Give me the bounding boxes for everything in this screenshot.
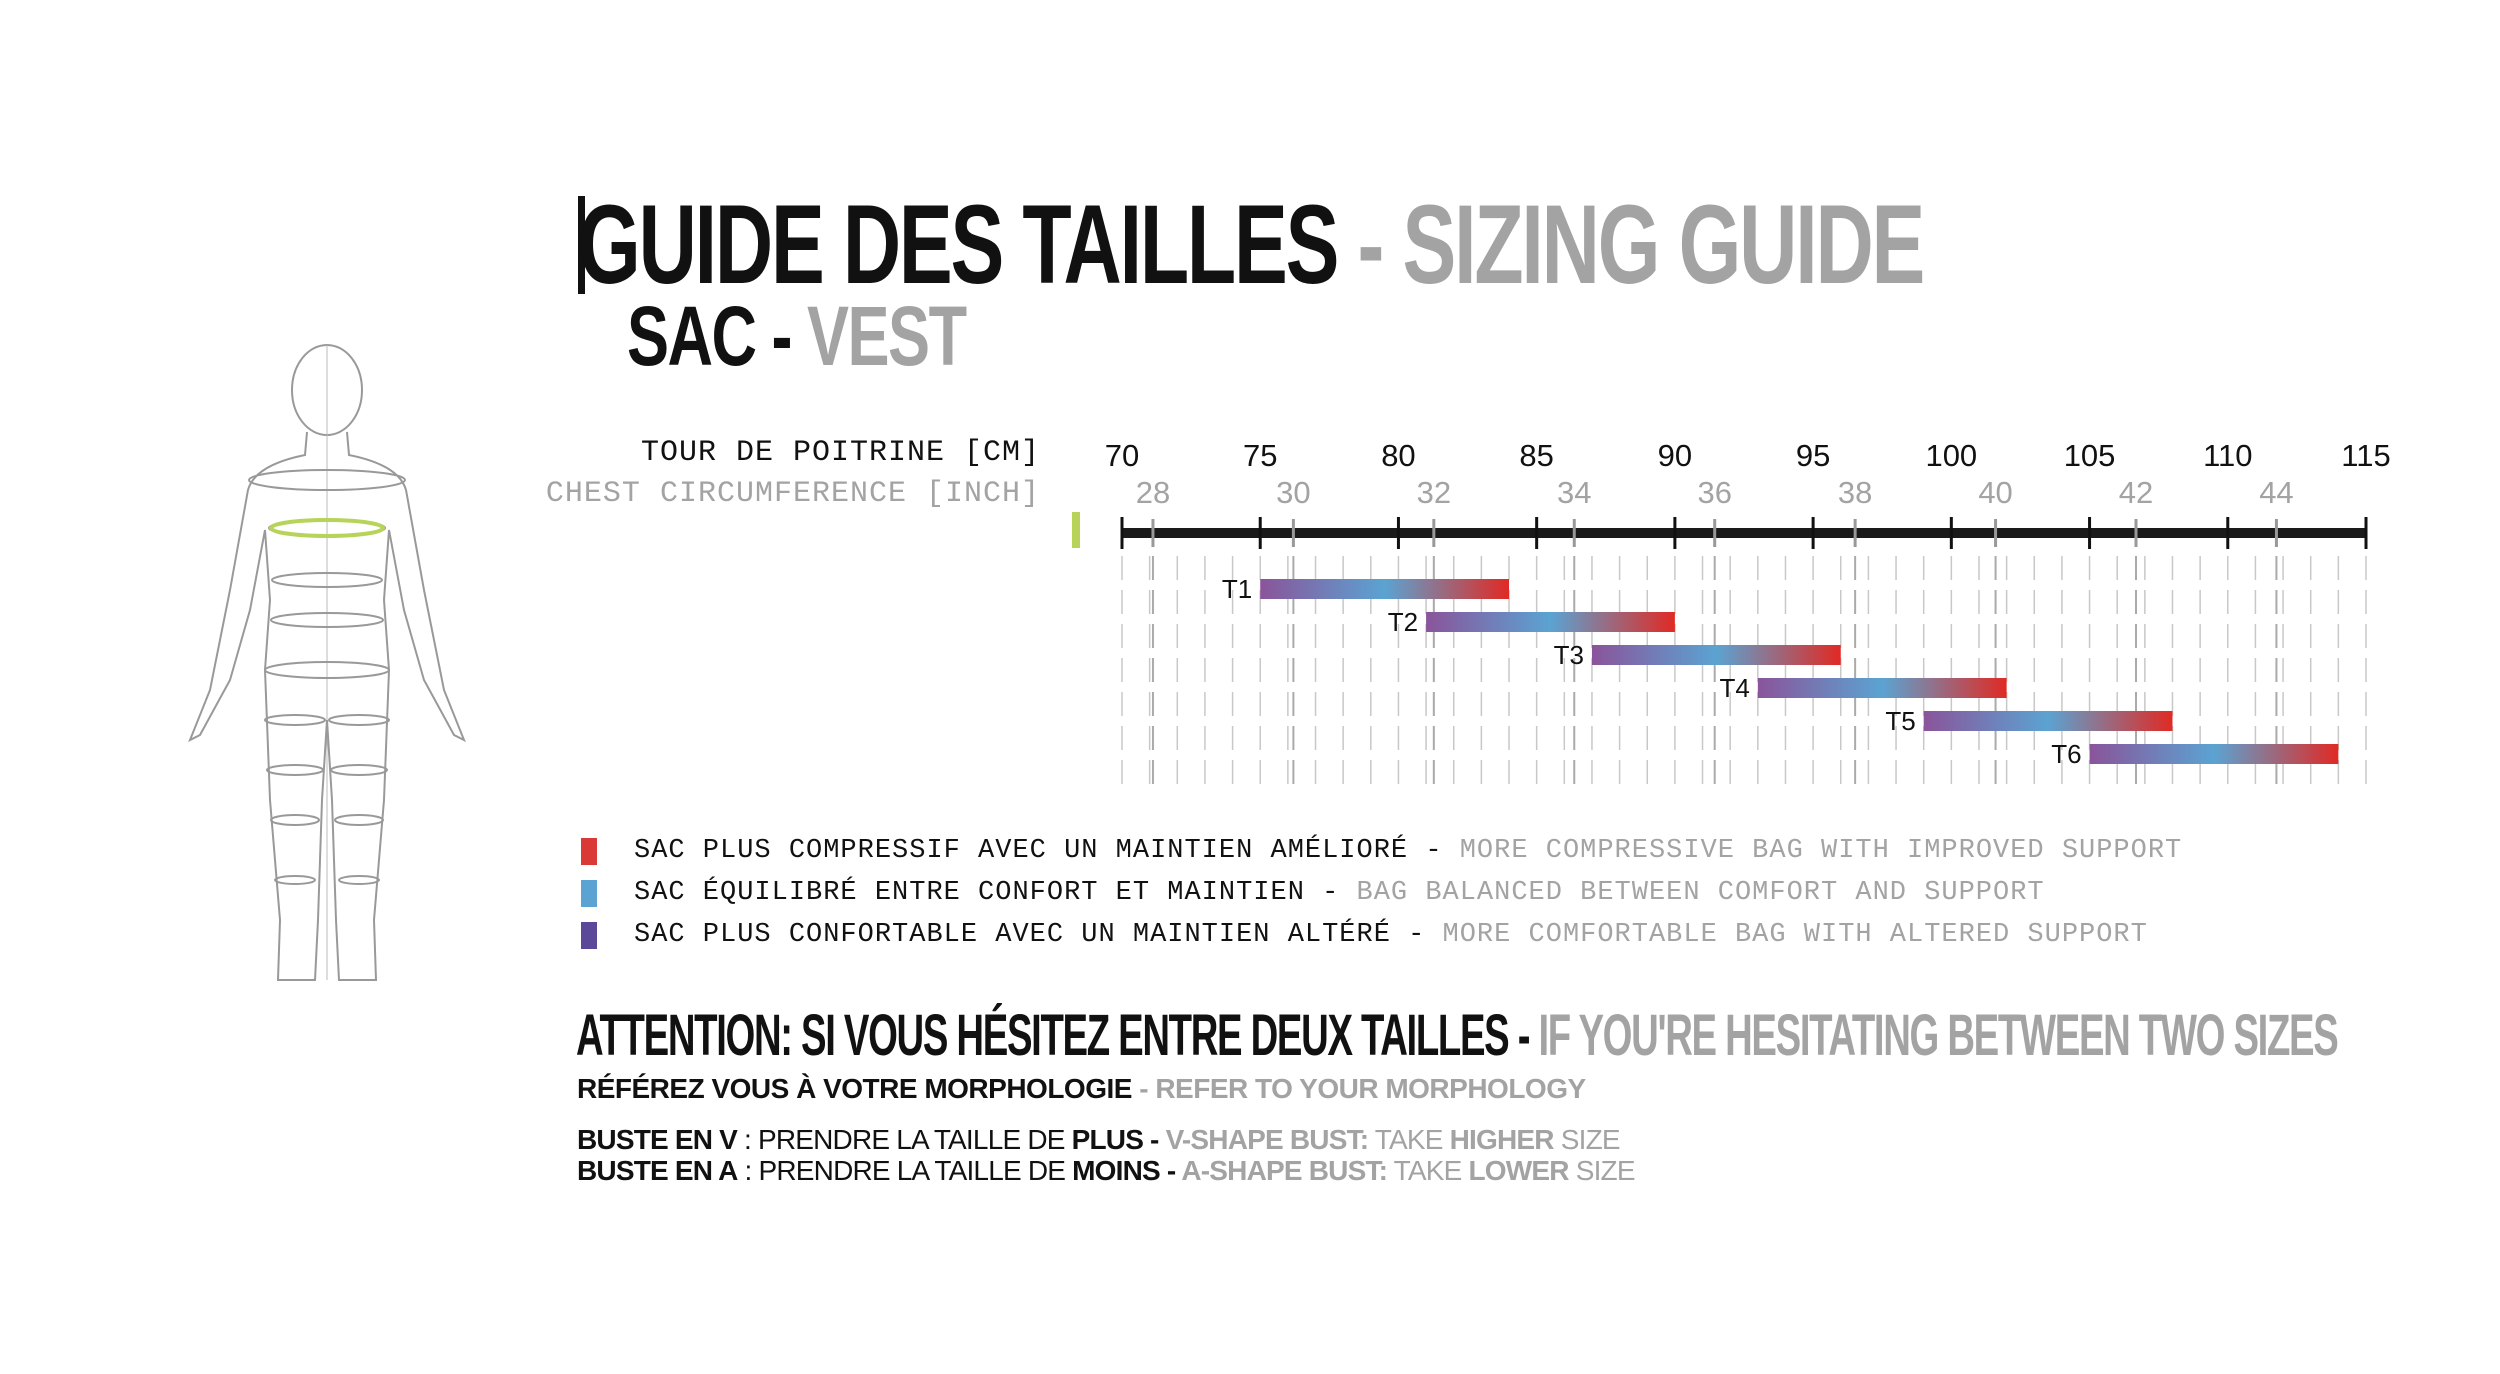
title-bar-mark: [578, 196, 585, 294]
refer-fr: RÉFÉREZ VOUS À VOTRE MORPHOLOGIE: [577, 1073, 1132, 1104]
size-label-t2: T2: [1388, 607, 1418, 637]
attention-heading: ATTENTION: SI VOUS HÉSITEZ ENTRE DEUX TA…: [576, 1002, 2500, 1069]
title-fr: GUIDE DES TAILLES: [578, 182, 1339, 307]
size-bar-t6: [2089, 744, 2339, 764]
inch-tick-label: 34: [1557, 475, 1591, 510]
axis-line: [1122, 528, 2366, 538]
inch-tick-label: 36: [1697, 475, 1731, 510]
cm-tick-label: 90: [1658, 438, 1692, 473]
size-label-t3: T3: [1554, 640, 1584, 670]
title-en: SIZING GUIDE: [1402, 182, 1925, 307]
a-lower: LOWER: [1468, 1155, 1570, 1186]
size-bar-t5: [1923, 711, 2173, 731]
attention-sep: -: [1508, 1003, 1539, 1068]
legend-sep: -: [1390, 920, 1443, 950]
attention-fr: ATTENTION: SI VOUS HÉSITEZ ENTRE DEUX TA…: [576, 1003, 1510, 1068]
legend-fr: SAC PLUS COMPRESSIF AVEC UN MAINTIEN AMÉ…: [634, 836, 1409, 866]
a-shape-note: BUSTE EN A : PRENDRE LA TAILLE DE MOINS …: [577, 1155, 1636, 1187]
refer-line: RÉFÉREZ VOUS À VOTRE MORPHOLOGIE - REFER…: [577, 1073, 1586, 1105]
size-bar-t4: [1757, 678, 2007, 698]
size-bar-t3: [1591, 645, 1841, 665]
v-en-text: TAKE: [1368, 1124, 1450, 1155]
cm-tick-label: 95: [1796, 438, 1830, 473]
cm-tick-label: 85: [1519, 438, 1553, 473]
cm-tick-label: 115: [2341, 438, 2390, 473]
size-bar-t1: [1260, 579, 1510, 599]
inch-tick-label: 40: [1978, 475, 2012, 510]
v-text: : PRENDRE LA TAILLE DE: [737, 1124, 1072, 1155]
legend-item-comfortable: SAC PLUS CONFORTABLE AVEC UN MAINTIEN AL…: [634, 920, 2148, 950]
legend-fr: SAC ÉQUILIBRÉ ENTRE CONFORT ET MAINTIEN: [634, 878, 1305, 908]
body-figure-illustration: [188, 344, 466, 981]
a-size: SIZE: [1568, 1155, 1636, 1186]
inch-tick-label: 32: [1417, 475, 1451, 510]
legend-en: BAG BALANCED BETWEEN COMFORT AND SUPPORT: [1356, 878, 2045, 908]
legend-item-compressive: SAC PLUS COMPRESSIF AVEC UN MAINTIEN AMÉ…: [634, 836, 2182, 866]
a-moins: MOINS: [1072, 1155, 1161, 1186]
a-text: : PRENDRE LA TAILLE DE: [737, 1155, 1073, 1186]
subtitle-separator: -: [755, 289, 808, 383]
inch-tick-label: 42: [2119, 475, 2153, 510]
cm-tick-label: 100: [1925, 438, 1977, 473]
legend-fr: SAC PLUS CONFORTABLE AVEC UN MAINTIEN AL…: [634, 920, 1391, 950]
a-en-label: A-SHAPE BUST:: [1181, 1155, 1388, 1186]
legend-en: MORE COMPRESSIVE BAG WITH IMPROVED SUPPO…: [1459, 836, 2183, 866]
v-shape-note: BUSTE EN V : PRENDRE LA TAILLE DE PLUS -…: [577, 1124, 1621, 1156]
inch-tick-label: 30: [1276, 475, 1310, 510]
v-en-label: V-SHAPE BUST:: [1165, 1124, 1370, 1155]
a-sep: -: [1159, 1155, 1182, 1186]
legend-en: MORE COMFORTABLE BAG WITH ALTERED SUPPOR…: [1442, 920, 2148, 950]
v-higher: HIGHER: [1449, 1124, 1555, 1155]
size-label-t6: T6: [2051, 739, 2081, 769]
v-plus: PLUS: [1071, 1124, 1144, 1155]
size-label-t1: T1: [1222, 574, 1252, 604]
v-sep: -: [1143, 1124, 1166, 1155]
inch-tick-label: 28: [1136, 475, 1170, 510]
axis-label-cm: TOUR DE POITRINE [CM]: [640, 436, 1040, 470]
a-label: BUSTE EN A: [577, 1155, 738, 1186]
legend-swatch-comfortable: [581, 922, 597, 949]
inch-tick-label: 44: [2259, 475, 2293, 510]
cm-tick-label: 110: [2203, 438, 2252, 473]
a-en-text: TAKE: [1387, 1155, 1469, 1186]
legend-swatch-balanced: [581, 880, 597, 907]
refer-en: REFER TO YOUR MORPHOLOGY: [1155, 1073, 1586, 1104]
size-bar-t2: [1426, 612, 1675, 632]
page-title: GUIDE DES TAILLES - SIZING GUIDE: [578, 180, 2446, 309]
title-separator: -: [1337, 182, 1403, 307]
size-label-t4: T4: [1719, 673, 1749, 703]
refer-sep: -: [1131, 1073, 1156, 1104]
cm-tick-label: 80: [1381, 438, 1415, 473]
legend-sep: -: [1408, 836, 1460, 866]
green-marker: [1072, 512, 1080, 548]
chest-highlight: [269, 518, 385, 538]
page-subtitle: SAC - VEST: [627, 288, 1078, 385]
cm-tick-label: 70: [1105, 438, 1139, 473]
size-label-t5: T5: [1885, 706, 1915, 736]
v-size: SIZE: [1553, 1124, 1621, 1155]
cm-tick-label: 75: [1243, 438, 1277, 473]
v-label: BUSTE EN V: [577, 1124, 738, 1155]
axis-label-inch: CHEST CIRCUMFERENCE [INCH]: [545, 477, 1040, 511]
attention-en: IF YOU'RE HESITATING BETWEEN TWO SIZES: [1538, 1003, 2338, 1068]
legend-item-balanced: SAC ÉQUILIBRÉ ENTRE CONFORT ET MAINTIEN …: [634, 878, 2045, 908]
subtitle-en: VEST: [807, 289, 967, 383]
cm-tick-label: 105: [2064, 438, 2116, 473]
inch-tick-label: 38: [1838, 475, 1872, 510]
legend-sep: -: [1304, 878, 1357, 908]
legend-swatch-compressive: [581, 838, 597, 865]
size-chart: 70 75 80 85 90 95 100 105 110 115 28 30 32 34 36 38 40 42…: [1105, 438, 2391, 784]
subtitle-fr: SAC: [627, 289, 757, 383]
